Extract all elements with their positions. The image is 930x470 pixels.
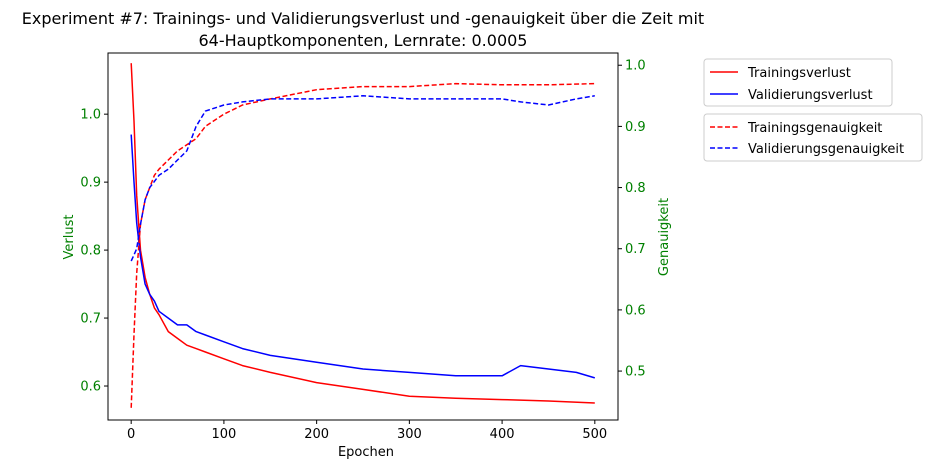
legend-label-validation-loss: Validierungsverlust	[748, 88, 873, 103]
y-left-tick-label: 0.6	[80, 380, 101, 395]
y-left-tick-label: 0.9	[80, 176, 101, 191]
y-right-tick-label: 0.5	[625, 365, 646, 380]
x-axis-label: Epochen	[338, 445, 394, 460]
y-left-tick-label: 0.7	[80, 312, 101, 327]
y-axis-left: 0.6 0.7 0.8 0.9 1.0	[80, 108, 108, 395]
y-axis-left-label: Verlust	[62, 215, 77, 260]
plot-area	[130, 63, 596, 408]
legend-label-validation-accuracy: Validierungsgenauigkeit	[748, 142, 904, 157]
legend-label-training-loss: Trainingsverlust	[747, 66, 851, 81]
legend-loss-box	[703, 58, 893, 107]
y-right-tick-label: 0.9	[625, 120, 646, 135]
legend-label-training-accuracy: Trainingsgenauigkeit	[747, 121, 882, 136]
x-tick-label: 200	[304, 427, 329, 442]
y-axis-right: 0.5 0.6 0.7 0.8 0.9 1.0	[618, 59, 646, 380]
chart-title-line2: 64-Hauptkomponenten, Lernrate: 0.0005	[199, 31, 528, 50]
series-line-validierungsverlust	[130, 134, 596, 379]
x-tick-label: 300	[397, 427, 422, 442]
legend-accuracy: Trainingsgenauigkeit Validierungsgenauig…	[703, 113, 923, 162]
x-tick-label: 400	[490, 427, 515, 442]
chart-title-line1: Experiment #7: Trainings- und Validierun…	[22, 9, 704, 28]
y-right-tick-label: 0.8	[625, 181, 646, 196]
x-tick-label: 500	[582, 427, 607, 442]
y-right-tick-label: 0.6	[625, 303, 646, 318]
series-line-trainingsverlust	[130, 63, 595, 404]
legend-loss: Trainingsverlust Validierungsverlust	[703, 58, 893, 107]
y-left-tick-label: 0.8	[80, 244, 101, 259]
y-right-tick-label: 0.7	[625, 242, 646, 257]
legend-accuracy-box	[703, 113, 923, 162]
y-right-tick-label: 1.0	[625, 59, 646, 74]
plot-frame	[107, 52, 619, 421]
series-line-trainingsgenauigkeit	[130, 82, 595, 408]
y-axis-right-label: Genauigkeit	[657, 198, 672, 276]
x-axis: 0 100 200 300 400 500	[127, 420, 607, 442]
x-tick-label: 100	[211, 427, 236, 442]
y-left-tick-label: 1.0	[80, 108, 101, 123]
x-tick-label: 0	[127, 427, 135, 442]
series-line-validierungsgenauigkeit	[130, 95, 595, 262]
